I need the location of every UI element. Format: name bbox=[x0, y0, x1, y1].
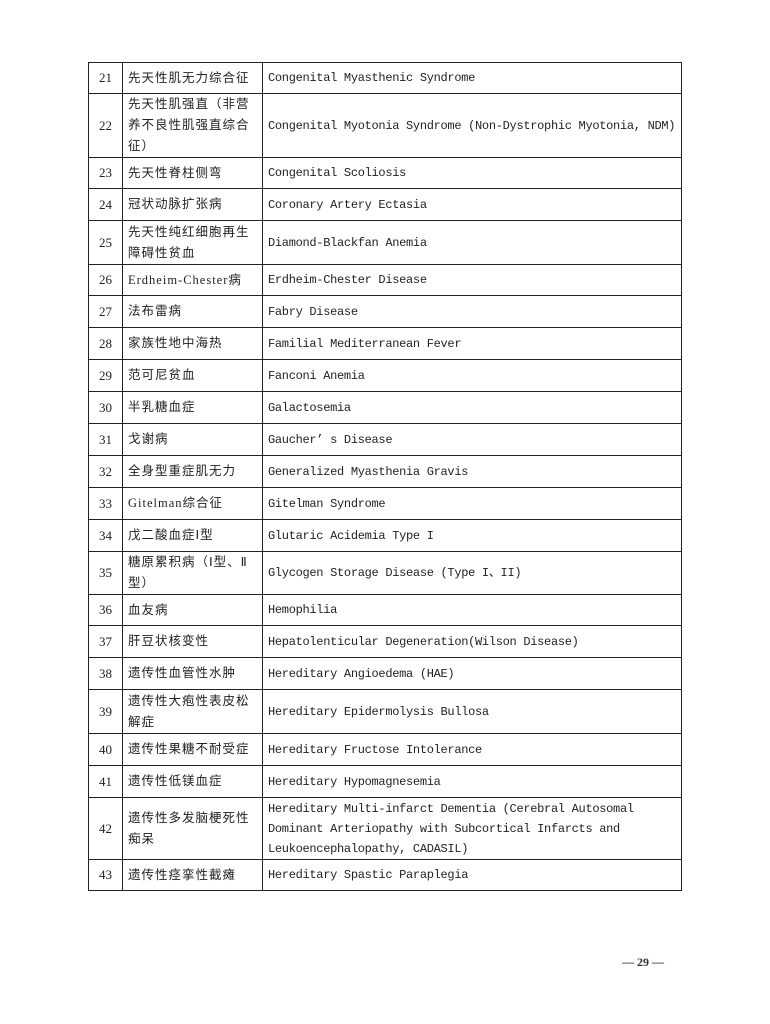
english-name: Fanconi Anemia bbox=[262, 359, 682, 392]
chinese-name: 家族性地中海热 bbox=[122, 327, 263, 360]
chinese-name: 糖原累积病（Ⅰ型、Ⅱ型） bbox=[122, 551, 263, 595]
chinese-name: Gitelman综合征 bbox=[122, 487, 263, 520]
row-number: 38 bbox=[88, 657, 123, 690]
english-name: Generalized Myasthenia Gravis bbox=[262, 455, 682, 488]
table-row: 38 遗传性血管性水肿 Hereditary Angioedema (HAE) bbox=[88, 657, 682, 690]
table-row: 40 遗传性果糖不耐受症 Hereditary Fructose Intoleran… bbox=[88, 733, 682, 766]
chinese-name: 先天性脊柱侧弯 bbox=[122, 157, 263, 189]
chinese-name: 冠状动脉扩张病 bbox=[122, 188, 263, 221]
row-number: 43 bbox=[88, 859, 123, 891]
row-number: 31 bbox=[88, 423, 123, 456]
chinese-name: 先天性肌无力综合征 bbox=[122, 62, 263, 94]
english-name: Hereditary Hypomagnesemia bbox=[262, 765, 682, 798]
table-row: 34 戊二酸血症Ⅰ型 Glutaric Acidemia Type I bbox=[88, 519, 682, 552]
english-name: Hereditary Epidermolysis Bullosa bbox=[262, 689, 682, 734]
row-number: 41 bbox=[88, 765, 123, 798]
english-name: Congenital Scoliosis bbox=[262, 157, 682, 189]
table-row: 43 遗传性痉挛性截瘫 Hereditary Spastic Paraplegia bbox=[88, 859, 682, 891]
row-number: 37 bbox=[88, 625, 123, 658]
chinese-name: Erdheim-Chester病 bbox=[122, 264, 263, 296]
english-name: Erdheim-Chester Disease bbox=[262, 264, 682, 296]
row-number: 22 bbox=[88, 93, 123, 158]
chinese-name: 遗传性果糖不耐受症 bbox=[122, 733, 263, 766]
chinese-name: 范可尼贫血 bbox=[122, 359, 263, 392]
english-name: Hereditary Multi-infarct Dementia (Cereb… bbox=[262, 797, 682, 860]
page-number: — 29 — bbox=[622, 955, 664, 969]
chinese-name: 法布雷病 bbox=[122, 295, 263, 328]
row-number: 33 bbox=[88, 487, 123, 520]
english-name: Hereditary Fructose Intolerance bbox=[262, 733, 682, 766]
english-name: Congenital Myotonia Syndrome (Non-Dystro… bbox=[262, 93, 682, 158]
row-number: 25 bbox=[88, 220, 123, 265]
english-name: Galactosemia bbox=[262, 391, 682, 424]
english-name: Coronary Artery Ectasia bbox=[262, 188, 682, 221]
english-name: Gaucher’ s Disease bbox=[262, 423, 682, 456]
chinese-name: 全身型重症肌无力 bbox=[122, 455, 263, 488]
table-row: 39 遗传性大疱性表皮松解症 Hereditary Epidermolysis Bu… bbox=[88, 689, 682, 734]
english-name: Glutaric Acidemia Type I bbox=[262, 519, 682, 552]
row-number: 32 bbox=[88, 455, 123, 488]
chinese-name: 先天性纯红细胞再生障碍性贫血 bbox=[122, 220, 263, 265]
chinese-name: 半乳糖血症 bbox=[122, 391, 263, 424]
row-number: 39 bbox=[88, 689, 123, 734]
row-number: 36 bbox=[88, 594, 123, 626]
table-row: 31 戈谢病 Gaucher’ s Disease bbox=[88, 423, 682, 456]
row-number: 34 bbox=[88, 519, 123, 552]
table-row: 24 冠状动脉扩张病 Coronary Artery Ectasia bbox=[88, 188, 682, 221]
row-number: 28 bbox=[88, 327, 123, 360]
table-row: 27 法布雷病 Fabry Disease bbox=[88, 295, 682, 328]
chinese-name: 遗传性血管性水肿 bbox=[122, 657, 263, 690]
chinese-name: 遗传性痉挛性截瘫 bbox=[122, 859, 263, 891]
english-name: Hepatolenticular Degeneration(Wilson Dis… bbox=[262, 625, 682, 658]
english-name: Diamond-Blackfan Anemia bbox=[262, 220, 682, 265]
english-name: Gitelman Syndrome bbox=[262, 487, 682, 520]
row-number: 40 bbox=[88, 733, 123, 766]
table-row: 36 血友病 Hemophilia bbox=[88, 594, 682, 626]
table-row: 41 遗传性低镁血症 Hereditary Hypomagnesemia bbox=[88, 765, 682, 798]
table-row: 32 全身型重症肌无力 Generalized Myasthenia Gravis bbox=[88, 455, 682, 488]
chinese-name: 遗传性多发脑梗死性痴呆 bbox=[122, 797, 263, 860]
english-name: Familial Mediterranean Fever bbox=[262, 327, 682, 360]
row-number: 35 bbox=[88, 551, 123, 595]
table-row: 35 糖原累积病（Ⅰ型、Ⅱ型） Glycogen Storage Disease (… bbox=[88, 551, 682, 595]
chinese-name: 遗传性大疱性表皮松解症 bbox=[122, 689, 263, 734]
row-number: 24 bbox=[88, 188, 123, 221]
table-row: 26 Erdheim-Chester病 Erdheim-Chester Diseas… bbox=[88, 264, 682, 296]
chinese-name: 遗传性低镁血症 bbox=[122, 765, 263, 798]
row-number: 27 bbox=[88, 295, 123, 328]
table-row: 42 遗传性多发脑梗死性痴呆 Hereditary Multi-infarct De… bbox=[88, 797, 682, 860]
english-name: Fabry Disease bbox=[262, 295, 682, 328]
table-row: 28 家族性地中海热 Familial Mediterranean Fever bbox=[88, 327, 682, 360]
table-row: 37 肝豆状核变性 Hepatolenticular Degeneration(Wi… bbox=[88, 625, 682, 658]
english-name: Hereditary Spastic Paraplegia bbox=[262, 859, 682, 891]
chinese-name: 血友病 bbox=[122, 594, 263, 626]
chinese-name: 戈谢病 bbox=[122, 423, 263, 456]
english-name: Glycogen Storage Disease (Type I、II) bbox=[262, 551, 682, 595]
table-row: 29 范可尼贫血 Fanconi Anemia bbox=[88, 359, 682, 392]
table-row: 23 先天性脊柱侧弯 Congenital Scoliosis bbox=[88, 157, 682, 189]
english-name: Hereditary Angioedema (HAE) bbox=[262, 657, 682, 690]
row-number: 23 bbox=[88, 157, 123, 189]
chinese-name: 先天性肌强直（非营养不良性肌强直综合征） bbox=[122, 93, 263, 158]
chinese-name: 戊二酸血症Ⅰ型 bbox=[122, 519, 263, 552]
rare-disease-table: 21 先天性肌无力综合征 Congenital Myasthenic Syndrom… bbox=[88, 62, 682, 891]
english-name: Hemophilia bbox=[262, 594, 682, 626]
table-row: 33 Gitelman综合征 Gitelman Syndrome bbox=[88, 487, 682, 520]
row-number: 26 bbox=[88, 264, 123, 296]
row-number: 29 bbox=[88, 359, 123, 392]
row-number: 21 bbox=[88, 62, 123, 94]
table-row: 25 先天性纯红细胞再生障碍性贫血 Diamond-Blackfan Anemia bbox=[88, 220, 682, 265]
table-row: 22 先天性肌强直（非营养不良性肌强直综合征） Congenital Myotoni… bbox=[88, 93, 682, 158]
table-row: 21 先天性肌无力综合征 Congenital Myasthenic Syndrom… bbox=[88, 62, 682, 94]
row-number: 30 bbox=[88, 391, 123, 424]
chinese-name: 肝豆状核变性 bbox=[122, 625, 263, 658]
row-number: 42 bbox=[88, 797, 123, 860]
table-row: 30 半乳糖血症 Galactosemia bbox=[88, 391, 682, 424]
english-name: Congenital Myasthenic Syndrome bbox=[262, 62, 682, 94]
